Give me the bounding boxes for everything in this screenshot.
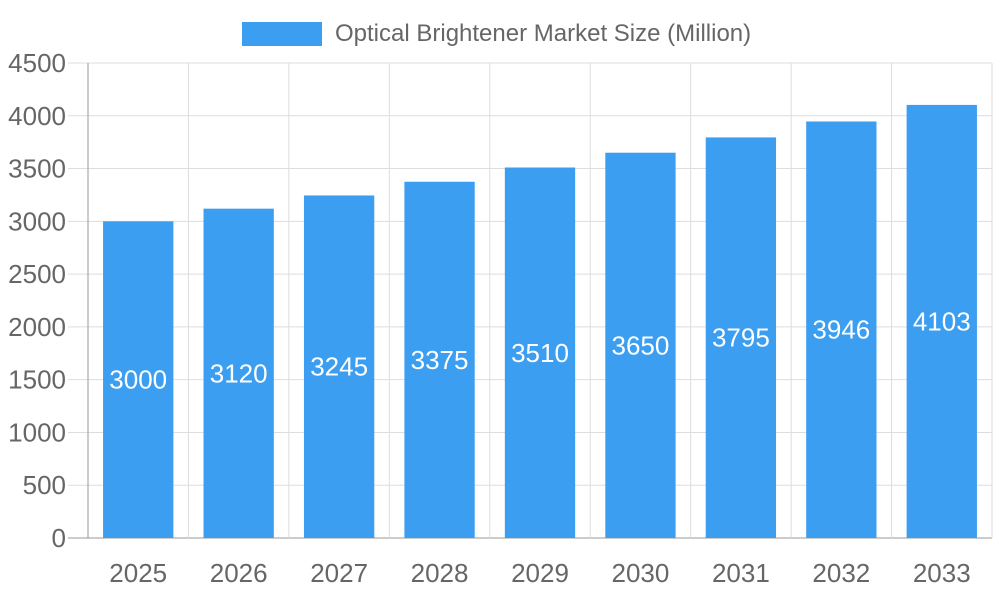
svg-text:500: 500 bbox=[23, 470, 66, 500]
svg-text:2028: 2028 bbox=[411, 558, 469, 588]
svg-text:1500: 1500 bbox=[8, 365, 66, 395]
svg-text:1000: 1000 bbox=[8, 417, 66, 447]
svg-text:3500: 3500 bbox=[8, 154, 66, 184]
svg-text:2030: 2030 bbox=[612, 558, 670, 588]
svg-text:2033: 2033 bbox=[913, 558, 971, 588]
svg-text:4000: 4000 bbox=[8, 101, 66, 131]
svg-text:4500: 4500 bbox=[8, 48, 66, 78]
svg-text:2500: 2500 bbox=[8, 259, 66, 289]
svg-text:3946: 3946 bbox=[812, 315, 870, 345]
svg-text:2029: 2029 bbox=[511, 558, 569, 588]
svg-text:3245: 3245 bbox=[310, 352, 368, 382]
svg-text:3375: 3375 bbox=[411, 345, 469, 375]
svg-text:2026: 2026 bbox=[210, 558, 268, 588]
svg-text:3650: 3650 bbox=[612, 330, 670, 360]
svg-text:0: 0 bbox=[52, 523, 66, 553]
svg-text:2031: 2031 bbox=[712, 558, 770, 588]
svg-text:2000: 2000 bbox=[8, 312, 66, 342]
svg-text:3795: 3795 bbox=[712, 323, 770, 353]
svg-text:3000: 3000 bbox=[109, 365, 167, 395]
svg-text:4103: 4103 bbox=[913, 306, 971, 336]
svg-text:2032: 2032 bbox=[812, 558, 870, 588]
svg-text:3000: 3000 bbox=[8, 206, 66, 236]
svg-text:3120: 3120 bbox=[210, 358, 268, 388]
svg-text:2027: 2027 bbox=[310, 558, 368, 588]
svg-text:2025: 2025 bbox=[109, 558, 167, 588]
svg-text:3510: 3510 bbox=[511, 338, 569, 368]
